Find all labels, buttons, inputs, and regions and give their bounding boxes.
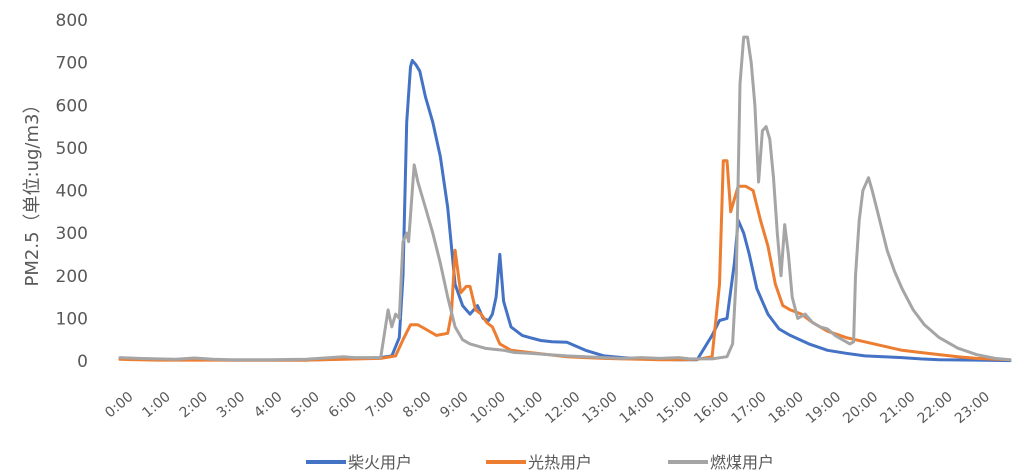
x-tick-label: 18:00: [766, 389, 807, 427]
x-tick-label: 11:00: [505, 389, 546, 427]
x-tick-label: 6:00: [326, 389, 360, 421]
x-tick-label: 14:00: [617, 389, 658, 427]
x-tick-label: 0:00: [102, 389, 136, 421]
y-axis-label: PM2.5（单位:ug/m3）: [22, 96, 43, 287]
series-line-2: [118, 159, 1012, 362]
series-lines: [118, 35, 1012, 363]
x-tick-label: 20:00: [840, 389, 881, 427]
y-tick-label: 200: [56, 267, 88, 287]
legend-label: 柴火用户: [348, 453, 412, 472]
x-axis: 0:00 1:00 2:00 3:00 4:00 5:00 6:00 7:00 8:00 9:00…: [102, 389, 993, 427]
legend-label: 燃煤用户: [710, 453, 774, 472]
legend: 柴火用户 光热用户 燃煤用户: [306, 453, 774, 472]
x-tick-label: 1:00: [139, 389, 173, 421]
x-tick-label: 13:00: [579, 389, 620, 427]
y-tick-label: 400: [56, 182, 88, 202]
x-tick-label: 23:00: [952, 389, 993, 427]
y-tick-label: 700: [56, 54, 88, 74]
x-tick-label: 8:00: [400, 389, 434, 421]
y-axis: 0 100 200 300 400 500 600 700 800: [56, 11, 88, 372]
x-tick-label: 22:00: [915, 389, 956, 427]
x-tick-label: 5:00: [288, 389, 322, 421]
y-tick-label: 100: [56, 309, 88, 329]
x-tick-label: 17:00: [728, 389, 769, 427]
x-tick-label: 15:00: [654, 389, 695, 427]
legend-label: 光热用户: [528, 453, 592, 472]
y-tick-label: 600: [56, 96, 88, 116]
x-tick-label: 3:00: [214, 389, 248, 421]
x-tick-label: 19:00: [803, 389, 844, 427]
x-tick-label: 12:00: [542, 389, 583, 427]
y-tick-label: 800: [56, 11, 88, 31]
x-tick-label: 4:00: [251, 389, 285, 421]
x-tick-label: 16:00: [691, 389, 732, 427]
x-tick-label: 9:00: [437, 389, 471, 421]
series-line-1: [118, 59, 1012, 363]
x-tick-label: 21:00: [877, 389, 918, 427]
x-tick-label: 7:00: [363, 389, 397, 421]
y-tick-label: 300: [56, 224, 88, 244]
series-line-3: [118, 35, 1012, 362]
x-tick-label: 10:00: [468, 389, 509, 427]
y-tick-label: 500: [56, 139, 88, 159]
x-tick-label: 2:00: [177, 389, 211, 421]
y-tick-label: 0: [77, 352, 88, 372]
